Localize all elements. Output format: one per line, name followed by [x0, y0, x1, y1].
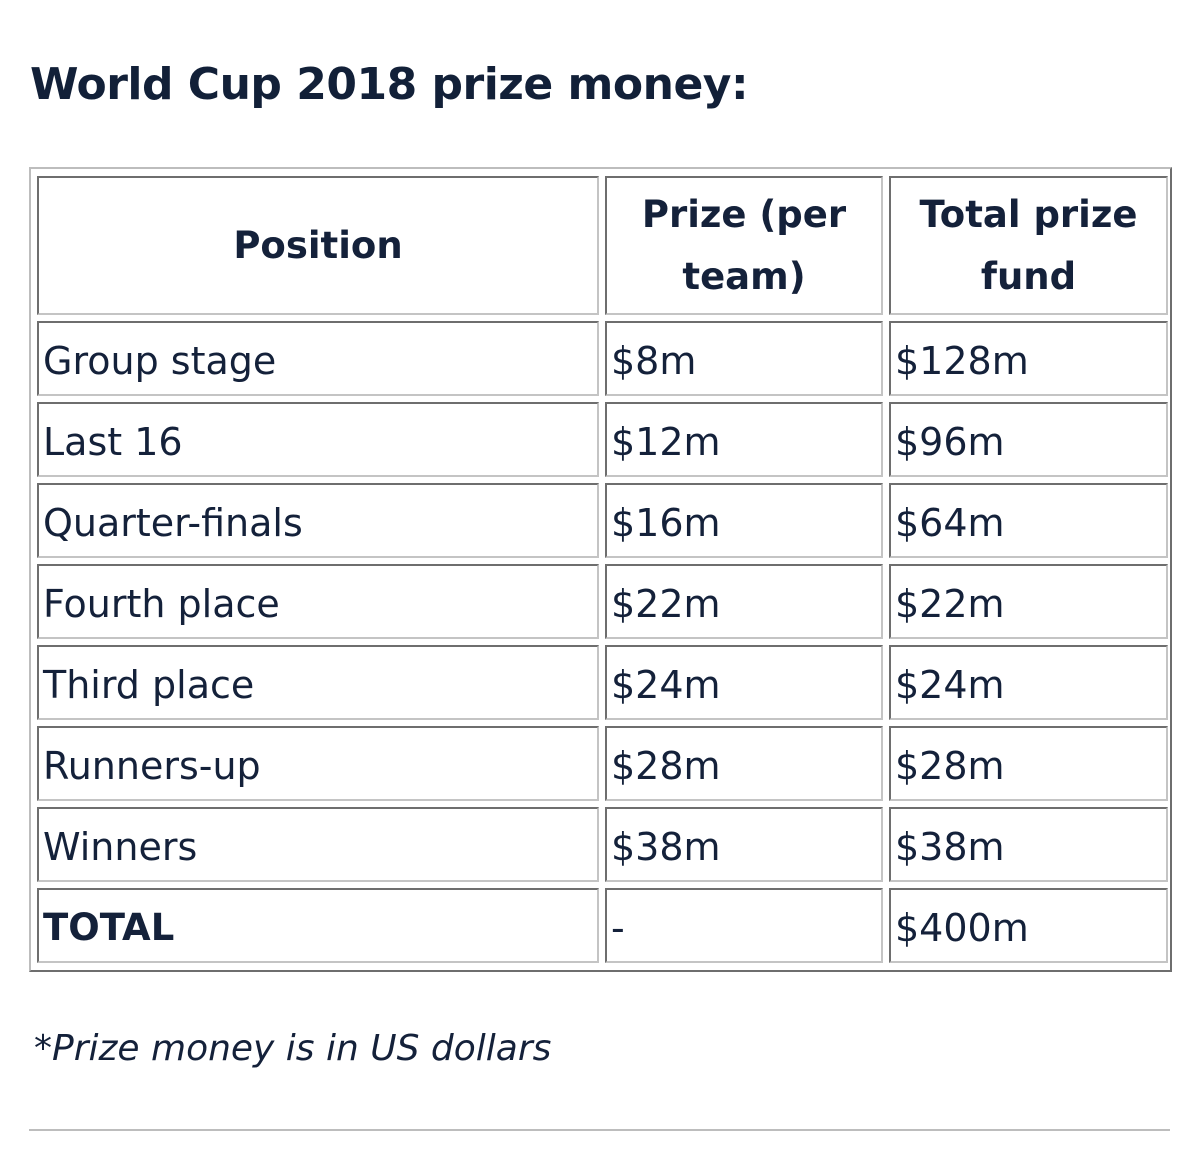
cell-position: Quarter-finals — [37, 483, 599, 558]
table-row: Group stage $8m $128m — [37, 321, 1168, 396]
cell-position: Last 16 — [37, 402, 599, 477]
cell-position: Third place — [37, 645, 599, 720]
prize-money-table: Position Prize (per team) Total prize fu… — [31, 170, 1174, 969]
cell-position: Fourth place — [37, 564, 599, 639]
divider — [29, 1129, 1170, 1131]
cell-prize: $28m — [605, 726, 883, 801]
table-row: Winners $38m $38m — [37, 807, 1168, 882]
cell-prize: $8m — [605, 321, 883, 396]
table-header-row: Position Prize (per team) Total prize fu… — [37, 176, 1168, 315]
header-position: Position — [37, 176, 599, 315]
cell-total-fund: $400m — [889, 888, 1168, 963]
page-title: World Cup 2018 prize money: — [30, 59, 749, 110]
table-row: Last 16 $12m $96m — [37, 402, 1168, 477]
cell-total: $128m — [889, 321, 1168, 396]
table-row: Quarter-finals $16m $64m — [37, 483, 1168, 558]
table-total-row: TOTAL - $400m — [37, 888, 1168, 963]
cell-total: $22m — [889, 564, 1168, 639]
cell-total: $96m — [889, 402, 1168, 477]
cell-prize: $38m — [605, 807, 883, 882]
cell-position: Runners-up — [37, 726, 599, 801]
table-row: Fourth place $22m $22m — [37, 564, 1168, 639]
prize-money-table-frame: Position Prize (per team) Total prize fu… — [29, 167, 1172, 972]
cell-prize: $12m — [605, 402, 883, 477]
footnote: *Prize money is in US dollars — [34, 1028, 552, 1069]
cell-prize: $24m — [605, 645, 883, 720]
cell-position: Group stage — [37, 321, 599, 396]
cell-total: $38m — [889, 807, 1168, 882]
header-total-prize-fund: Total prize fund — [889, 176, 1168, 315]
cell-prize: $16m — [605, 483, 883, 558]
header-prize-per-team: Prize (per team) — [605, 176, 883, 315]
cell-total: $28m — [889, 726, 1168, 801]
table-row: Third place $24m $24m — [37, 645, 1168, 720]
cell-position: Winners — [37, 807, 599, 882]
cell-total-prize: - — [605, 888, 883, 963]
cell-total: $64m — [889, 483, 1168, 558]
cell-total-label: TOTAL — [37, 888, 599, 963]
table-row: Runners-up $28m $28m — [37, 726, 1168, 801]
cell-prize: $22m — [605, 564, 883, 639]
cell-total: $24m — [889, 645, 1168, 720]
